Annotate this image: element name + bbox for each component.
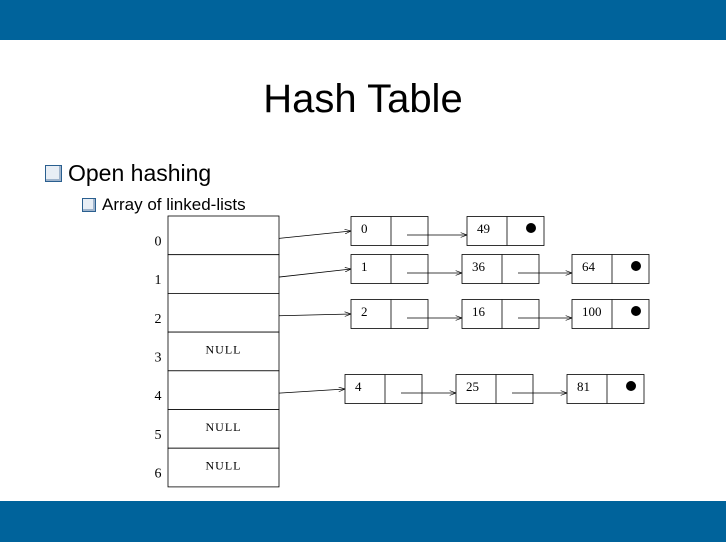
list-node	[350, 254, 429, 284]
list-node	[461, 299, 540, 329]
top-bar	[0, 0, 726, 40]
node-value: 36	[472, 259, 486, 274]
list-node	[350, 216, 429, 246]
list-node	[455, 374, 534, 404]
node-value: 1	[361, 259, 368, 274]
bucket-cell	[167, 254, 280, 294]
bucket-cell	[167, 215, 280, 256]
pointer-arrow	[278, 269, 351, 278]
bucket-cell	[167, 447, 280, 488]
bullet-array-of-linked-lists: Array of linked-lists	[82, 195, 246, 215]
linked-lists: 0 49 1 36 64 2 16 100 4 25 81	[278, 216, 650, 404]
bullet-text: Array of linked-lists	[102, 195, 246, 214]
bullet-open-hashing: Open hashing	[45, 160, 211, 187]
bucket-index-label: 2	[155, 312, 162, 327]
node-value: 25	[466, 379, 479, 394]
node-value: 49	[477, 221, 490, 236]
node-value: 2	[361, 304, 368, 319]
pointer-arrow	[278, 231, 351, 239]
bucket-index-label: 1	[155, 273, 162, 288]
list-node	[461, 254, 540, 284]
list-node	[566, 374, 645, 404]
bottom-bar	[0, 501, 726, 542]
null-pointer-dot	[626, 381, 636, 391]
bucket-index-label: 0	[155, 234, 162, 249]
bucket-index-label: 4	[155, 389, 162, 404]
bucket-array: 0 1 2 3 NULL 4 5 NULL 6 NULL	[155, 215, 280, 488]
checkbox-bullet-icon	[45, 165, 62, 182]
bucket-index-label: 3	[155, 350, 162, 365]
pointer-arrow	[278, 314, 351, 316]
list-node	[344, 374, 423, 404]
bullet-text: Open hashing	[68, 160, 212, 186]
bucket-cell	[167, 292, 280, 333]
node-value: 100	[582, 304, 602, 319]
bucket-cell	[167, 370, 280, 410]
slide-title: Hash Table	[263, 77, 463, 121]
null-label: NULL	[206, 420, 242, 434]
node-value: 4	[355, 379, 362, 394]
node-value: 64	[582, 259, 596, 274]
node-value: 81	[577, 379, 590, 394]
pointer-arrow	[278, 389, 345, 394]
null-pointer-dot	[631, 261, 641, 271]
checkbox-bullet-icon	[82, 198, 96, 212]
bucket-index-label: 6	[155, 467, 162, 482]
node-value: 0	[361, 221, 368, 236]
null-label: NULL	[206, 459, 242, 473]
bucket-cell	[167, 331, 280, 372]
bucket-index-label: 5	[155, 428, 162, 443]
null-label: NULL	[206, 342, 242, 356]
null-pointer-dot	[526, 223, 536, 233]
null-pointer-dot	[631, 306, 641, 316]
node-value: 16	[472, 304, 486, 319]
bucket-cell	[167, 409, 280, 449]
list-node	[350, 299, 429, 329]
